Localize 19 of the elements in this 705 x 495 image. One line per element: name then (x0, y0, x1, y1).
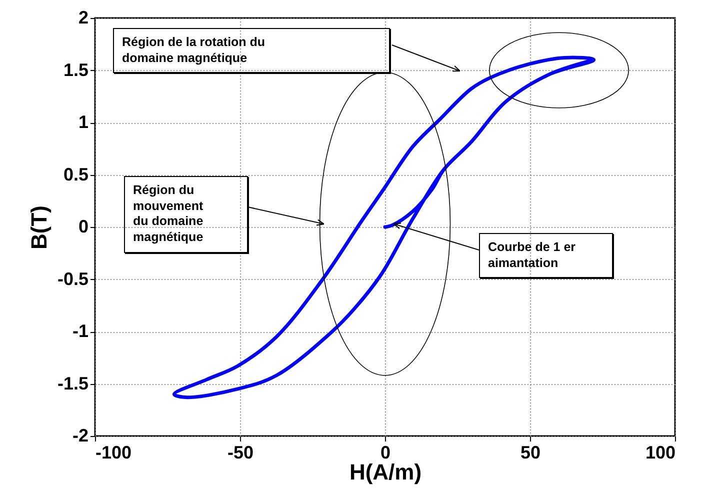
y-tick-label: -2 (72, 426, 88, 446)
x-tick-label: -100 (96, 442, 132, 462)
y-tick-label: -1.5 (57, 373, 88, 394)
annotation: Courbe de 1 er aimantation (479, 233, 613, 278)
x-tick-label: 100 (645, 442, 676, 462)
y-tick-label: 0.5 (63, 164, 88, 184)
annotation: Région de la rotation du domaine magnétique (113, 28, 390, 74)
x-tick-label: 50 (520, 442, 541, 462)
x-tick-label: 0 (380, 442, 391, 462)
y-tick-label: -1 (72, 321, 88, 341)
y-tick-label: 0 (78, 216, 88, 236)
x-tick-label: -50 (227, 442, 254, 462)
y-tick-label: 1 (78, 112, 88, 132)
y-tick-label: -0.5 (57, 268, 88, 289)
annotation: Région du mouvement du domaine magnétique (124, 176, 248, 252)
x-axis-title: H(A/m) (349, 460, 422, 484)
y-axis-title: B(T) (26, 206, 52, 250)
y-tick-label: 2 (78, 8, 88, 28)
y-tick-label: 1.5 (63, 60, 88, 80)
